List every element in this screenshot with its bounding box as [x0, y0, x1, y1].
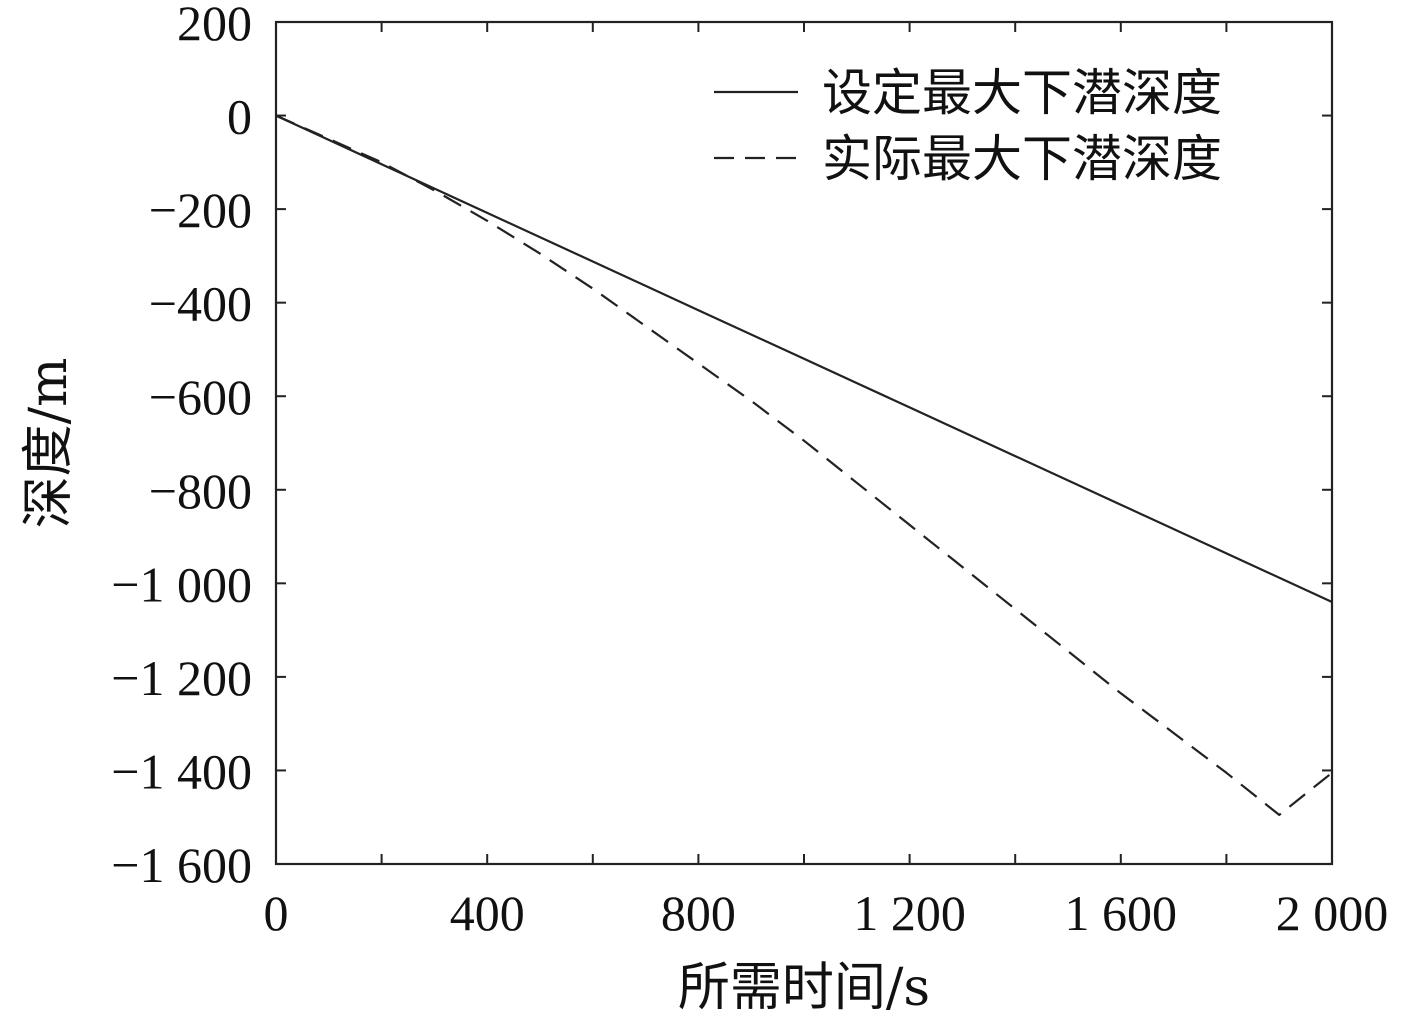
y-tick-label: −800 — [149, 463, 252, 519]
series-line-1 — [275, 114, 1333, 816]
x-tick-label: 1 200 — [853, 885, 966, 941]
y-tick-label: −1 400 — [111, 743, 252, 799]
series-line-0 — [275, 114, 1333, 603]
x-tick-label: 0 — [264, 885, 289, 941]
y-tick-label: −600 — [149, 369, 252, 425]
legend-label-0: 设定最大下潜深度 — [822, 64, 1222, 122]
legend-label-1: 实际最大下潜深度 — [822, 130, 1222, 188]
axes-layer: 0 400 800 1 200 1 600 2 000 200 0 −200 −400 −600 −8… — [111, 0, 1388, 941]
series-solid — [275, 114, 1333, 603]
y-tick-label: −200 — [149, 182, 252, 238]
y-tick-label: −1 200 — [111, 650, 252, 706]
x-tick-label: 1 600 — [1065, 885, 1178, 941]
y-tick-label: 200 — [177, 0, 252, 51]
x-tick-label: 2 000 — [1276, 885, 1389, 941]
y-tick-label: −400 — [149, 276, 252, 332]
x-tick-label: 800 — [661, 885, 736, 941]
y-tick-label: −1 000 — [111, 556, 252, 612]
y-tick-label: 0 — [227, 89, 252, 145]
x-tick-label: 400 — [450, 885, 525, 941]
y-tick-label: −1 600 — [111, 837, 252, 893]
y-axis-label: 深度/m — [19, 358, 79, 529]
x-axis-label: 所需时间/s — [678, 958, 930, 1014]
series-layer — [275, 114, 1333, 816]
series-dashed — [275, 114, 1333, 816]
